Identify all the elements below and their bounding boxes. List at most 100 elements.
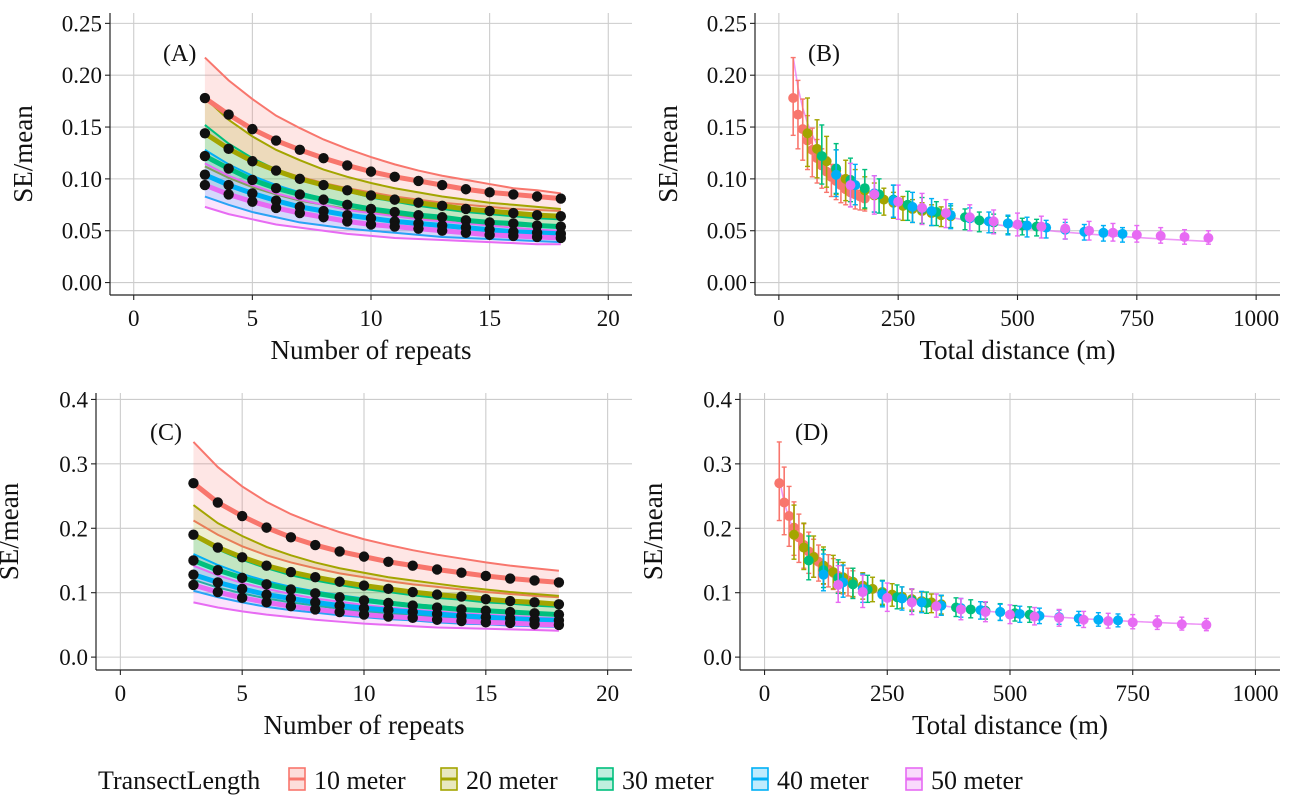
band-upper-line xyxy=(192,504,559,597)
y-tick-label: 0.15 xyxy=(62,115,102,140)
data-point xyxy=(1060,223,1071,234)
y-tick-label: 0.1 xyxy=(703,581,732,606)
y-tick-label: 0.2 xyxy=(703,516,732,541)
data-point xyxy=(504,595,516,607)
data-point xyxy=(779,497,790,508)
data-point xyxy=(431,589,443,600)
data-point xyxy=(456,567,467,578)
y-tick-label: 0.4 xyxy=(59,387,88,412)
data-point xyxy=(413,223,424,234)
data-point xyxy=(1036,221,1047,232)
panel-d: 0 250 500 750 1000 0.0 0.1 0.2 0.3 0.4 Total dista… xyxy=(638,387,1280,740)
data-point xyxy=(1098,227,1109,238)
panel-label: (B) xyxy=(808,41,840,67)
x-tick-label: 15 xyxy=(478,306,501,331)
data-point xyxy=(342,216,353,227)
data-point xyxy=(456,591,467,602)
plot-area xyxy=(788,56,1214,245)
x-tick-label: 750 xyxy=(1115,681,1150,706)
panel-label: (C) xyxy=(150,420,182,446)
data-point xyxy=(859,183,870,194)
data-point xyxy=(965,604,976,615)
legend-item: 20 meter xyxy=(440,766,558,795)
data-point xyxy=(529,597,540,608)
data-point xyxy=(358,580,370,591)
trend-line xyxy=(792,56,1209,243)
data-point xyxy=(508,218,519,229)
y-tick-label: 0.20 xyxy=(707,63,747,88)
legend-item: 10 meter xyxy=(288,766,406,795)
data-point xyxy=(407,612,418,624)
data-point xyxy=(480,593,492,605)
data-point xyxy=(484,217,495,228)
mean-line xyxy=(202,95,564,202)
data-point xyxy=(456,615,467,627)
x-tick-label: 1000 xyxy=(1233,306,1279,331)
data-point xyxy=(236,572,248,584)
data-point xyxy=(334,592,345,603)
data-point xyxy=(261,579,272,590)
data-point xyxy=(917,202,928,213)
plot-area xyxy=(774,441,1212,632)
x-tick-label: 10 xyxy=(353,681,376,706)
data-point xyxy=(310,588,321,599)
legend-item: 30 meter xyxy=(596,766,714,795)
data-point xyxy=(798,542,809,553)
data-point xyxy=(261,560,272,571)
data-point xyxy=(480,617,492,628)
x-tick-label: 0 xyxy=(773,306,785,331)
x-axis-title: Total distance (m) xyxy=(912,710,1108,740)
mean-line xyxy=(202,182,564,241)
data-point xyxy=(1117,228,1128,239)
y-tick-label: 0.05 xyxy=(707,219,747,244)
data-point xyxy=(236,592,248,604)
data-point xyxy=(431,614,443,625)
y-tick-label: 0.00 xyxy=(62,271,102,296)
data-point xyxy=(1084,225,1095,236)
x-tick-label: 1000 xyxy=(1232,681,1278,706)
data-point xyxy=(223,179,234,191)
data-point xyxy=(407,560,418,571)
data-point xyxy=(1002,218,1013,229)
x-tick-label: 250 xyxy=(881,306,916,331)
data-point xyxy=(553,619,565,631)
y-axis-title: SE/mean xyxy=(638,482,668,580)
data-point xyxy=(294,207,306,219)
band-upper-line xyxy=(204,97,561,210)
data-point xyxy=(926,206,937,217)
data-point xyxy=(940,208,951,219)
y-tick-label: 0.00 xyxy=(707,271,747,296)
mean-line xyxy=(202,153,564,230)
data-point xyxy=(916,597,927,608)
data-point xyxy=(318,152,329,164)
data-point xyxy=(358,595,370,606)
data-point xyxy=(1131,229,1142,240)
data-point xyxy=(436,212,448,223)
data-point xyxy=(907,201,918,212)
y-axis-title: SE/mean xyxy=(8,105,38,203)
data-point xyxy=(553,577,565,588)
x-tick-label: 0 xyxy=(128,306,140,331)
data-point xyxy=(955,604,966,615)
data-point xyxy=(869,189,880,200)
panel-c: 0 5 10 15 20 0.0 0.1 0.2 0.3 0.4 Number of repeats… xyxy=(0,387,632,740)
data-point xyxy=(531,209,543,221)
data-point xyxy=(436,179,448,191)
data-point xyxy=(334,576,345,587)
data-point xyxy=(247,174,258,186)
y-tick-label: 0.1 xyxy=(59,581,88,606)
data-point xyxy=(531,231,543,243)
legend-label: 10 meter xyxy=(314,766,406,795)
data-point xyxy=(334,606,345,618)
x-tick-label: 20 xyxy=(597,306,620,331)
data-point xyxy=(460,184,472,195)
data-point xyxy=(980,607,991,618)
data-point xyxy=(389,171,400,183)
data-point xyxy=(803,555,814,566)
y-tick-label: 0.10 xyxy=(62,167,102,192)
data-point xyxy=(261,589,272,600)
data-point xyxy=(188,569,199,580)
data-point xyxy=(857,587,868,598)
data-point xyxy=(285,601,297,612)
data-point xyxy=(531,220,543,231)
